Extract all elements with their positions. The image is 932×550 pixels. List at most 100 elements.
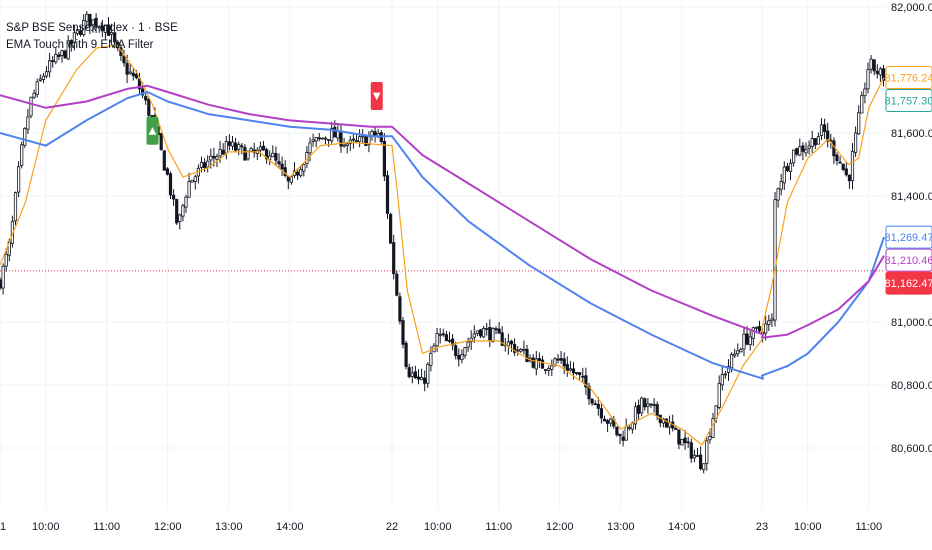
candle-body: [429, 352, 433, 366]
candle-body: [435, 333, 439, 347]
candle-body: [441, 333, 445, 336]
candle-body: [209, 155, 213, 161]
buy-arrow-icon: ▲: [149, 126, 157, 137]
candle-body: [764, 323, 768, 334]
candle-body: [590, 398, 594, 404]
buy-signal-marker: [146, 116, 159, 145]
x-tick-label: 12:00: [154, 521, 182, 533]
candle-body: [537, 358, 542, 361]
x-tick-label: 10:00: [32, 521, 60, 533]
y-tick-label: 80,800.00: [891, 380, 932, 392]
candle-body: [866, 69, 870, 90]
candle-body: [575, 372, 579, 374]
candle-body: [664, 418, 669, 428]
candle-body: [345, 143, 349, 147]
candle-body: [844, 168, 848, 176]
time-axis[interactable]: 21 10:00 11:00 12:00 13:00 14:00 22 10:00 11:00 1…: [0, 521, 882, 533]
candle-body: [705, 440, 709, 464]
candle-body: [699, 454, 703, 470]
candle-body: [165, 168, 169, 175]
candle-body: [615, 426, 619, 436]
candle-body: [444, 334, 449, 342]
price-labels: 81,776.24 81,757.30 81,269.47 81,210.46 81,1…: [885, 65, 932, 295]
candle-body: [184, 196, 188, 208]
x-tick-label: 11:00: [485, 521, 512, 533]
candle-body: [810, 138, 814, 147]
candle-body: [751, 327, 755, 339]
candle-body: [212, 155, 216, 159]
candle-body: [571, 368, 576, 374]
candle-body: [854, 132, 858, 153]
candle-body: [497, 328, 501, 334]
candle-body: [147, 98, 151, 116]
candle-body: [599, 408, 604, 419]
candle-body: [41, 75, 46, 81]
candle-body: [171, 194, 176, 200]
candle-body: [100, 25, 104, 32]
x-tick-label: 13:00: [607, 521, 635, 533]
x-tick-label: 10:00: [794, 521, 822, 533]
candle-body: [75, 29, 80, 34]
candle-body: [348, 139, 352, 144]
x-tick-label: 13:00: [215, 521, 243, 533]
candle-body: [633, 406, 638, 425]
candle-body: [246, 151, 250, 160]
candle-body: [401, 320, 405, 345]
candle-body: [16, 166, 21, 193]
candle-body: [522, 348, 526, 351]
candle-body: [162, 150, 166, 171]
candle-body: [757, 326, 762, 332]
candle-body: [128, 71, 132, 74]
candle-body: [509, 340, 514, 345]
candle-body: [57, 54, 61, 57]
candle-body: [125, 63, 129, 75]
candle-body: [860, 95, 864, 114]
candle-body: [835, 154, 839, 162]
candle-body: [565, 364, 569, 371]
candle-body: [823, 124, 827, 132]
candle-body: [268, 155, 272, 161]
candle-body: [838, 161, 842, 164]
candle-body: [261, 145, 266, 151]
candle-body: [485, 328, 489, 330]
candle-body: [82, 19, 86, 36]
price-axis[interactable]: 82,000.00 81,600.00 81,400.00 81,000.00 80,8…: [891, 2, 932, 455]
x-tick-label: 14:00: [668, 521, 696, 533]
candle-body: [26, 116, 30, 130]
symbol-title[interactable]: S&P BSE Sensex Index · 1 · BSE: [6, 22, 178, 34]
candle-body: [258, 146, 263, 151]
candle-body: [243, 147, 247, 161]
candle-body: [54, 54, 58, 63]
candle-body: [175, 198, 179, 224]
candle-body: [94, 17, 98, 28]
candle-body: [872, 59, 876, 72]
candle-body: [488, 327, 492, 341]
candle-body: [280, 163, 284, 170]
candle-body: [240, 145, 244, 148]
candle-body: [106, 24, 111, 36]
candle-body: [736, 350, 740, 355]
candle-body: [494, 328, 498, 331]
candle-body: [410, 372, 414, 377]
candle-body: [218, 148, 222, 157]
candle-body: [813, 138, 817, 146]
price-label-text: 81,757.30: [885, 95, 932, 107]
candle-body: [277, 161, 281, 165]
candle-body: [302, 164, 306, 172]
x-tick-label: 22: [386, 521, 398, 533]
candle-body: [206, 160, 210, 168]
candle-body: [680, 439, 684, 446]
candle-body: [857, 112, 861, 135]
candle-body: [847, 174, 852, 182]
candle-body: [32, 92, 36, 98]
candle-body: [373, 131, 377, 137]
candle-body: [150, 115, 154, 118]
candle-body: [215, 156, 219, 160]
candle-body: [426, 363, 430, 384]
candle-body: [289, 176, 294, 183]
indicator-title[interactable]: EMA Touch with 9 EMA Filter: [6, 39, 154, 51]
candle-body: [364, 136, 368, 147]
price-label-box: [885, 65, 932, 89]
